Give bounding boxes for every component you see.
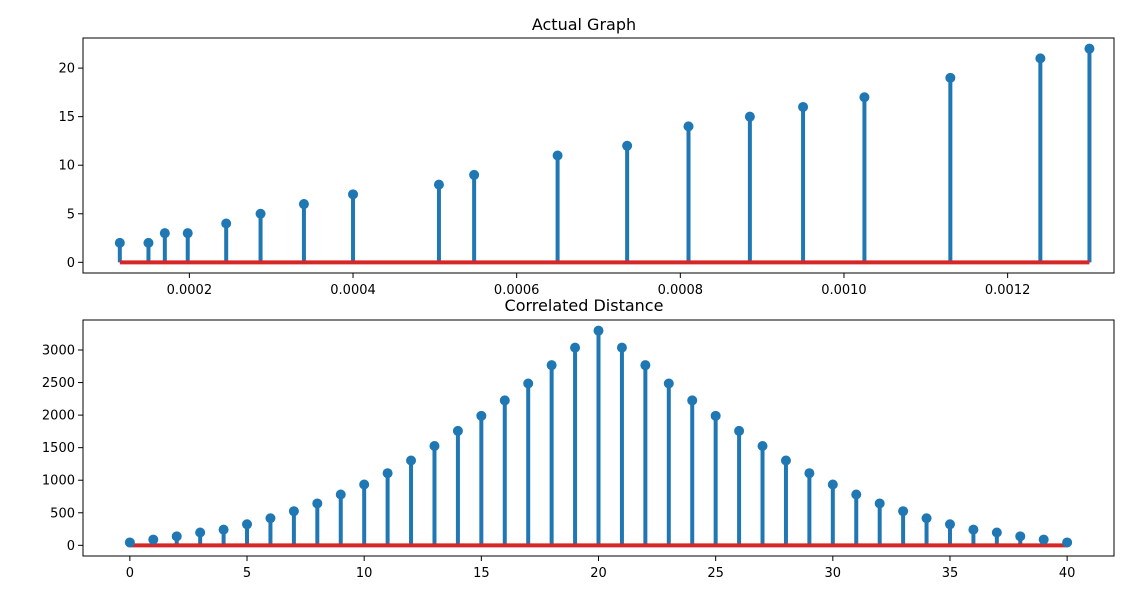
data-point xyxy=(734,425,745,436)
chart-correlated-distance: Correlated Distance 0 5 10 15 20 25 30 35 40 0 500… xyxy=(42,296,1115,581)
data-point xyxy=(663,378,674,389)
data-point xyxy=(288,506,299,517)
data-point xyxy=(1015,531,1026,542)
data-point xyxy=(221,218,232,229)
data-point xyxy=(182,228,193,239)
data-point xyxy=(859,92,870,103)
y-tick-label: 1500 xyxy=(42,441,75,456)
data-point xyxy=(335,489,346,500)
data-point xyxy=(552,150,563,161)
data-point xyxy=(804,468,815,479)
data-point xyxy=(523,378,534,389)
data-point xyxy=(546,360,557,371)
data-point xyxy=(593,325,604,336)
data-point xyxy=(622,140,633,151)
data-point xyxy=(359,479,370,490)
x-tick-label: 35 xyxy=(942,566,959,581)
data-point xyxy=(171,531,182,542)
data-point xyxy=(1038,534,1049,545)
x-tick-label: 20 xyxy=(590,566,607,581)
data-point xyxy=(968,524,979,535)
y-tick-label: 5 xyxy=(67,207,75,222)
chart-title: Correlated Distance xyxy=(505,296,664,315)
data-point xyxy=(640,360,651,371)
data-point xyxy=(348,189,359,200)
x-tick-label: 30 xyxy=(825,566,842,581)
y-tick-label: 20 xyxy=(58,62,75,77)
data-point xyxy=(898,506,909,517)
data-point xyxy=(1062,537,1073,548)
data-point xyxy=(452,425,463,436)
data-point xyxy=(616,342,627,353)
x-tick-label: 25 xyxy=(707,566,724,581)
x-tick-label: 40 xyxy=(1059,566,1076,581)
data-point xyxy=(255,208,266,219)
data-point xyxy=(499,395,510,406)
y-tick-label: 3000 xyxy=(42,344,75,359)
data-point xyxy=(827,479,838,490)
x-tick-label: 15 xyxy=(473,566,490,581)
data-point xyxy=(991,527,1002,538)
y-tick-label: 15 xyxy=(58,110,75,125)
chart-actual-graph: Actual Graph 0.0002 0.0004 0.0006 0.0008 0.0… xyxy=(58,15,1115,298)
x-tick-label: 0.0010 xyxy=(821,283,867,298)
y-tick-label: 2500 xyxy=(42,376,75,391)
data-point xyxy=(744,111,755,122)
data-point xyxy=(218,524,229,535)
data-point xyxy=(429,440,440,451)
data-point xyxy=(874,498,885,509)
data-point xyxy=(476,410,487,421)
data-point xyxy=(124,537,135,548)
x-tick-label: 0.0012 xyxy=(985,283,1031,298)
data-point xyxy=(944,519,955,530)
data-point xyxy=(570,342,581,353)
x-tick-label: 0.0006 xyxy=(494,283,540,298)
y-tick-label: 2000 xyxy=(42,409,75,424)
x-tick-label: 0.0008 xyxy=(658,283,704,298)
data-point xyxy=(780,455,791,466)
data-point xyxy=(143,237,154,248)
y-tick-label: 1000 xyxy=(42,474,75,489)
data-point xyxy=(114,237,125,248)
y-tick-label: 0 xyxy=(67,256,75,271)
data-point xyxy=(433,179,444,190)
data-point xyxy=(265,513,276,524)
y-tick-label: 10 xyxy=(58,159,75,174)
data-point xyxy=(406,455,417,466)
plot-frame xyxy=(82,37,1115,274)
data-point xyxy=(382,468,393,479)
x-tick-label: 0.0004 xyxy=(330,283,376,298)
data-point xyxy=(757,440,768,451)
data-point xyxy=(242,519,253,530)
data-point xyxy=(798,101,809,112)
data-point xyxy=(683,121,694,132)
data-point xyxy=(298,199,309,210)
data-point xyxy=(159,228,170,239)
data-point xyxy=(851,489,862,500)
data-point xyxy=(195,527,206,538)
data-point xyxy=(710,410,721,421)
data-point xyxy=(921,513,932,524)
data-point xyxy=(945,72,956,83)
data-point xyxy=(687,395,698,406)
data-point xyxy=(1084,43,1095,54)
chart-title: Actual Graph xyxy=(532,15,636,34)
data-point xyxy=(312,498,323,509)
data-point xyxy=(1035,53,1046,64)
y-tick-label: 0 xyxy=(67,539,75,554)
x-tick-label: 5 xyxy=(243,566,251,581)
data-point xyxy=(148,534,159,545)
x-tick-label: 0.0002 xyxy=(167,283,213,298)
data-point xyxy=(469,169,480,180)
y-tick-label: 500 xyxy=(50,506,75,521)
x-tick-label: 0 xyxy=(126,566,134,581)
x-tick-label: 10 xyxy=(356,566,373,581)
